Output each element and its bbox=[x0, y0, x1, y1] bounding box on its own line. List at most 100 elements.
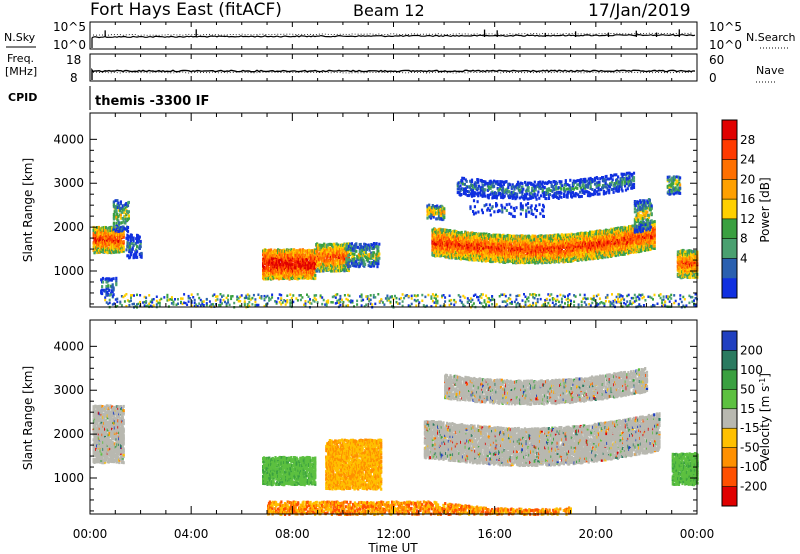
power-cell bbox=[314, 267, 317, 271]
power-cell bbox=[122, 249, 125, 253]
power-cell bbox=[345, 244, 348, 247]
power-cell bbox=[104, 226, 108, 230]
power-cell bbox=[374, 245, 377, 249]
date-label: 17/Jan/2019 bbox=[588, 1, 691, 21]
power-cell bbox=[111, 226, 114, 230]
nsearch-tick-top: 10^5 bbox=[709, 20, 742, 34]
power-cell bbox=[134, 250, 137, 254]
power-cell bbox=[431, 239, 434, 243]
power-cell bbox=[278, 258, 281, 262]
power-cell bbox=[341, 262, 344, 266]
power-cell bbox=[106, 290, 109, 294]
power-cell bbox=[100, 250, 103, 254]
power-cell bbox=[325, 253, 328, 256]
power-cell bbox=[127, 214, 130, 218]
power-cell bbox=[439, 206, 442, 210]
power-cell bbox=[343, 244, 346, 248]
power-cell bbox=[102, 238, 105, 242]
power-cell bbox=[351, 263, 354, 267]
freq-label: Freq. bbox=[7, 52, 34, 65]
power-cell bbox=[372, 264, 376, 268]
power-cell bbox=[328, 261, 331, 265]
power-cell bbox=[349, 264, 352, 268]
power-cell bbox=[438, 231, 441, 235]
power-cell bbox=[339, 267, 342, 271]
power-cell bbox=[119, 213, 122, 217]
power-cell bbox=[308, 267, 311, 271]
power-cell bbox=[345, 246, 348, 250]
power-cell bbox=[122, 235, 125, 239]
power-cell bbox=[327, 242, 330, 246]
power-cell bbox=[131, 246, 134, 250]
power-cell bbox=[429, 208, 433, 212]
power-cell bbox=[116, 212, 119, 216]
power-cell bbox=[357, 261, 360, 265]
power-cell bbox=[295, 269, 298, 273]
power-cell bbox=[107, 292, 110, 296]
freq-tick-top: 18 bbox=[66, 53, 81, 67]
power-cell bbox=[443, 207, 446, 211]
power-cell bbox=[314, 276, 317, 280]
power-cell bbox=[135, 241, 138, 245]
power-cell bbox=[136, 240, 140, 244]
power-cell bbox=[432, 215, 435, 219]
power-cell bbox=[368, 260, 371, 264]
power-cell bbox=[323, 242, 326, 246]
power-cell bbox=[138, 235, 141, 239]
power-cell bbox=[262, 250, 266, 254]
power-cell bbox=[270, 248, 273, 252]
power-cell bbox=[376, 265, 379, 269]
power-cell bbox=[108, 243, 111, 247]
power-cell bbox=[127, 216, 130, 220]
power-cell bbox=[105, 287, 108, 291]
power-cell bbox=[122, 240, 125, 244]
power-cell bbox=[119, 207, 122, 211]
power-cell bbox=[355, 245, 358, 248]
power-cell bbox=[352, 254, 355, 258]
cpid-label: CPID bbox=[8, 91, 37, 104]
power-cell bbox=[117, 219, 120, 223]
power-cell bbox=[351, 252, 354, 256]
power-cell bbox=[273, 256, 276, 260]
power-cell bbox=[314, 273, 317, 277]
power-cell bbox=[338, 256, 341, 260]
power-cell bbox=[106, 251, 109, 255]
power-cell bbox=[308, 248, 311, 252]
power-cell bbox=[433, 235, 436, 239]
power-cell bbox=[332, 253, 335, 257]
power-cell bbox=[130, 250, 133, 254]
power-cell bbox=[109, 278, 112, 282]
power-cell bbox=[101, 276, 105, 280]
power-cell bbox=[286, 252, 289, 256]
power-cell bbox=[140, 255, 143, 259]
power-cell bbox=[111, 290, 114, 294]
power-cell bbox=[378, 256, 381, 260]
power-cell bbox=[377, 262, 380, 266]
power-cell bbox=[129, 240, 132, 244]
nave-line bbox=[92, 71, 694, 74]
power-cell bbox=[372, 245, 376, 249]
power-cell bbox=[112, 213, 115, 216]
power-cell bbox=[325, 267, 328, 271]
power-cell bbox=[101, 288, 104, 292]
power-cell bbox=[119, 216, 122, 220]
power-cell bbox=[304, 263, 307, 267]
power-cell bbox=[355, 264, 358, 268]
power-cell bbox=[305, 255, 308, 258]
power-cell bbox=[117, 226, 120, 229]
power-cell bbox=[361, 261, 364, 264]
nave-tick-top: 60 bbox=[709, 53, 724, 67]
power-cell bbox=[107, 233, 110, 237]
power-cell bbox=[322, 262, 325, 266]
power-cell bbox=[314, 253, 317, 257]
power-cell bbox=[317, 257, 320, 261]
power-cell bbox=[266, 253, 269, 257]
nsearch-label: N.Search bbox=[746, 31, 796, 44]
power-cell bbox=[122, 245, 125, 249]
power-cell bbox=[347, 267, 350, 271]
power-cell bbox=[448, 256, 451, 260]
power-cell bbox=[348, 258, 351, 262]
power-cell bbox=[364, 256, 368, 259]
power-cell bbox=[323, 256, 326, 260]
